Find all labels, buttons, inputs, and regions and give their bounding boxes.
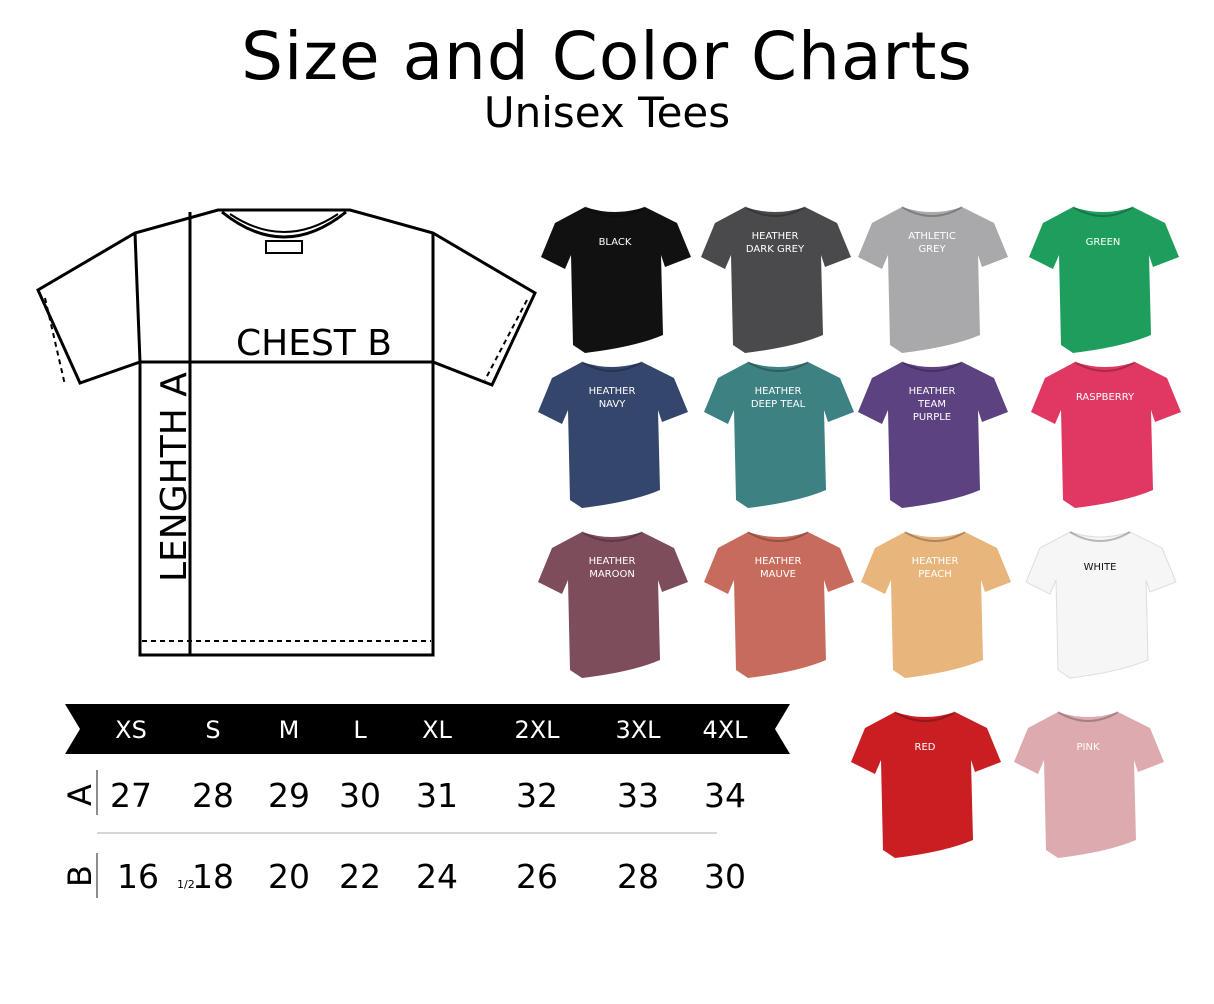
size-value-a-xl: 31 bbox=[416, 776, 458, 815]
color-name: HEATHER bbox=[589, 556, 636, 567]
tee-shape bbox=[541, 207, 691, 353]
color-swatches: BLACK HEATHER DARK GREY ATHLETIC GREY GREEN HE… bbox=[538, 206, 1181, 858]
size-header-3xl: 3XL bbox=[615, 716, 661, 744]
color-swatch-white[interactable]: WHITE bbox=[1025, 531, 1177, 679]
color-name: GREEN bbox=[1086, 237, 1121, 248]
color-name: PINK bbox=[1076, 742, 1099, 753]
size-value-a-s: 28 bbox=[192, 776, 234, 815]
tee-shape bbox=[851, 712, 1001, 858]
tee-shape bbox=[1029, 207, 1179, 353]
color-swatch-heather-maroon[interactable]: HEATHER MAROON bbox=[538, 531, 688, 678]
color-name: ATHLETIC bbox=[908, 231, 956, 242]
size-value-b-l: 22 bbox=[339, 857, 381, 896]
page-subtitle: Unisex Tees bbox=[483, 88, 731, 137]
color-swatch-pink[interactable]: PINK bbox=[1014, 711, 1164, 858]
size-header-m: M bbox=[279, 716, 300, 744]
size-value-b-3xl: 28 bbox=[617, 857, 659, 896]
size-header-s: S bbox=[205, 716, 220, 744]
size-value-b-2xl: 26 bbox=[516, 857, 558, 896]
color-name: NAVY bbox=[599, 399, 627, 410]
color-swatch-black[interactable]: BLACK bbox=[541, 206, 691, 353]
color-name: HEATHER bbox=[752, 231, 799, 242]
color-name: RED bbox=[915, 742, 936, 753]
color-name: MAROON bbox=[589, 569, 635, 580]
tee-shape bbox=[701, 207, 851, 353]
color-name: MAUVE bbox=[760, 569, 796, 580]
size-value-b-xl: 24 bbox=[416, 857, 458, 896]
size-header-xs: XS bbox=[115, 716, 147, 744]
color-name: HEATHER bbox=[589, 386, 636, 397]
tee-outline-diagram bbox=[36, 208, 537, 657]
size-value-b-m: 20 bbox=[268, 857, 310, 896]
size-value-a-3xl: 33 bbox=[617, 776, 659, 815]
color-name: HEATHER bbox=[755, 556, 802, 567]
color-name: HEATHER bbox=[912, 556, 959, 567]
color-name: PEACH bbox=[918, 569, 952, 580]
size-header-banner bbox=[65, 704, 790, 754]
page-title: Size and Color Charts bbox=[241, 18, 973, 95]
tee-shape bbox=[858, 362, 1008, 508]
color-swatch-heather-team-purple[interactable]: HEATHER TEAM PURPLE bbox=[858, 361, 1008, 508]
color-swatch-heather-dark-grey[interactable]: HEATHER DARK GREY bbox=[701, 206, 851, 353]
row-label-b: B bbox=[61, 865, 99, 887]
color-swatch-heather-peach[interactable]: HEATHER PEACH bbox=[861, 531, 1011, 678]
chest-label: CHEST B bbox=[236, 323, 392, 364]
size-value-a-l: 30 bbox=[339, 776, 381, 815]
tee-shape bbox=[1031, 362, 1181, 508]
color-swatch-heather-mauve[interactable]: HEATHER MAUVE bbox=[704, 531, 854, 678]
color-name: DEEP TEAL bbox=[751, 399, 806, 410]
size-header-xl: XL bbox=[422, 716, 452, 744]
tee-shape bbox=[861, 532, 1011, 678]
tee-shape bbox=[858, 207, 1008, 353]
color-name: GREY bbox=[918, 244, 946, 255]
tee-shape bbox=[704, 532, 854, 678]
color-swatch-green[interactable]: GREEN bbox=[1029, 206, 1179, 353]
size-value-a-m: 29 bbox=[268, 776, 310, 815]
color-swatch-athletic-grey[interactable]: ATHLETIC GREY bbox=[858, 206, 1008, 353]
color-name: HEATHER bbox=[755, 386, 802, 397]
tee-shape bbox=[1025, 531, 1177, 679]
tee-shape bbox=[1014, 712, 1164, 858]
size-value-a-2xl: 32 bbox=[516, 776, 558, 815]
tee-shape bbox=[538, 532, 688, 678]
color-name: DARK GREY bbox=[746, 244, 805, 255]
color-name: TEAM bbox=[917, 399, 946, 410]
size-table: XS S M L XL 2XL 3XL 4XL 27 28 29 30 31 32 33 34 16 18 20 22… bbox=[61, 704, 790, 898]
color-name: PURPLE bbox=[913, 412, 951, 423]
size-header-4xl: 4XL bbox=[702, 716, 748, 744]
size-value-b-4xl: 30 bbox=[704, 857, 746, 896]
size-value-a-4xl: 34 bbox=[704, 776, 746, 815]
size-header-2xl: 2XL bbox=[514, 716, 560, 744]
fraction-half: 1/2 bbox=[177, 878, 195, 891]
color-swatch-heather-deep-teal[interactable]: HEATHER DEEP TEAL bbox=[704, 361, 854, 508]
color-swatch-red[interactable]: RED bbox=[851, 711, 1001, 858]
color-name: RASPBERRY bbox=[1076, 392, 1135, 403]
color-swatch-heather-navy[interactable]: HEATHER NAVY bbox=[538, 361, 688, 508]
size-value-b-xs: 16 bbox=[117, 857, 159, 896]
color-name: HEATHER bbox=[909, 386, 956, 397]
size-header-l: L bbox=[353, 716, 367, 744]
tee-shape bbox=[704, 362, 854, 508]
row-label-a: A bbox=[61, 784, 99, 806]
color-name: BLACK bbox=[599, 237, 632, 248]
color-swatch-raspberry[interactable]: RASPBERRY bbox=[1031, 361, 1181, 508]
size-value-b-s: 18 bbox=[192, 857, 234, 896]
color-name: WHITE bbox=[1084, 562, 1117, 573]
size-value-a-xs: 27 bbox=[110, 776, 152, 815]
tee-shape bbox=[538, 362, 688, 508]
length-label: LENGHTH A bbox=[154, 372, 195, 582]
